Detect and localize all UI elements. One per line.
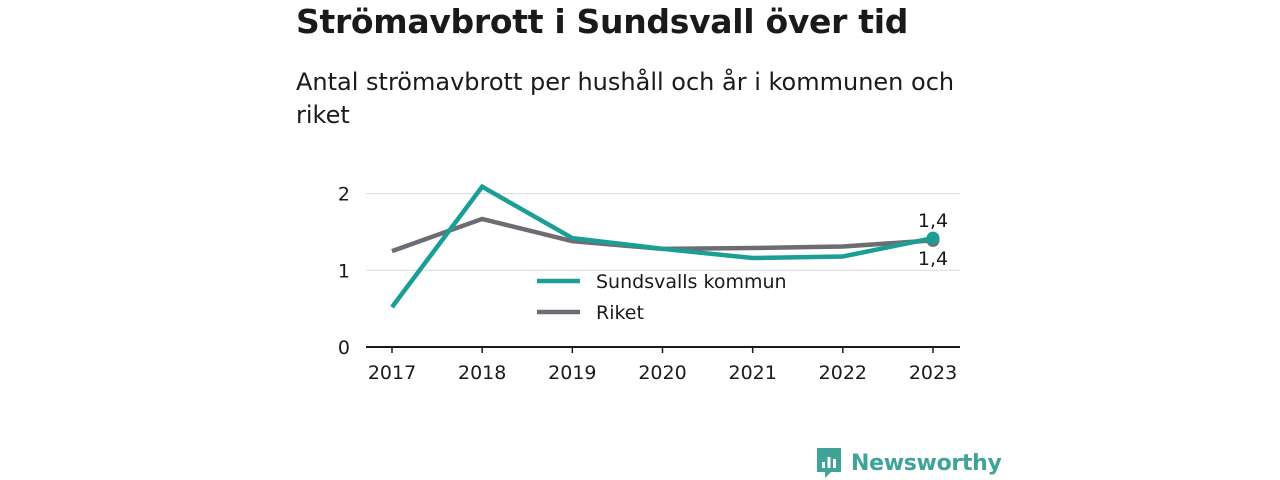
y-tick-label: 0 <box>338 337 350 359</box>
chart-title: Strömavbrott i Sundsvall över tid <box>296 2 909 41</box>
end-value-label: 1,4 <box>918 210 948 232</box>
x-tick-label: 2021 <box>728 362 776 384</box>
series-line <box>390 183 934 309</box>
y-tick-label: 2 <box>338 184 350 206</box>
brand-name: Newsworthy <box>851 450 1002 476</box>
brand-logo: Newsworthy <box>815 446 1002 480</box>
line-chart: 0 1 2 2017 2018 2019 2020 2021 2022 2023 Sundsvall… <box>338 183 960 384</box>
legend-label: Sundsvalls kommun <box>596 271 787 293</box>
chart-subtitle: Antal strömavbrott per hushåll och år i … <box>296 68 955 129</box>
x-tick-label: 2020 <box>638 362 686 384</box>
x-tick-label: 2023 <box>909 362 957 384</box>
x-tick-label: 2022 <box>819 362 867 384</box>
x-tick-label: 2017 <box>368 362 416 384</box>
x-tick-label: 2018 <box>458 362 506 384</box>
end-point-marker <box>926 231 940 245</box>
end-value-label: 1,4 <box>918 248 948 270</box>
x-tick-label: 2019 <box>548 362 596 384</box>
newsworthy-logo-icon <box>817 448 841 478</box>
legend-label: Riket <box>596 302 644 324</box>
y-tick-label: 1 <box>338 260 350 282</box>
series-line <box>391 216 934 254</box>
